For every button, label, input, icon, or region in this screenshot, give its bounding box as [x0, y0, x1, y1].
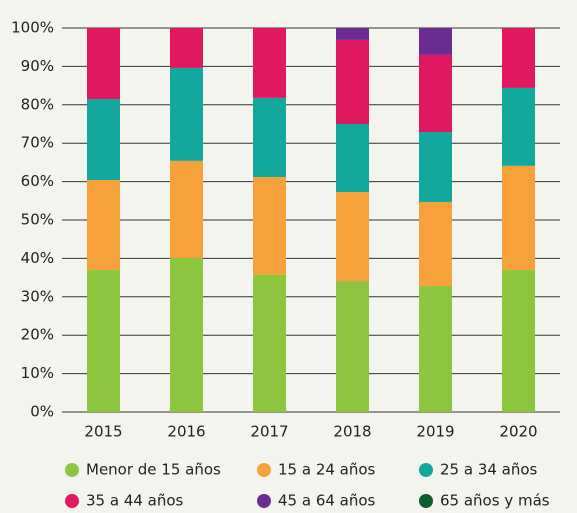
y-tick-label: 90%: [21, 57, 54, 75]
y-tick-label: 20%: [21, 326, 54, 344]
bar-segment: [419, 54, 452, 133]
bar-segment: [87, 269, 120, 412]
y-tick-label: 100%: [11, 19, 54, 37]
x-tick-label: 2018: [333, 423, 371, 441]
bar-segment: [170, 160, 203, 259]
bar-segment: [336, 124, 369, 192]
bar-segment: [419, 201, 452, 287]
legend-label: 65 años y más: [440, 492, 550, 510]
legend-label: 15 a 24 años: [278, 461, 376, 479]
y-tick-label: 80%: [21, 95, 54, 113]
bar-segment: [336, 281, 369, 412]
bar-segment: [336, 191, 369, 282]
bar-segment: [253, 97, 286, 177]
bar-segment: [502, 165, 535, 270]
y-tick-label: 30%: [21, 287, 54, 305]
bar-segment: [253, 176, 286, 275]
legend-marker: [419, 494, 433, 508]
bar-segment: [419, 286, 452, 412]
bar-segment: [336, 28, 369, 40]
x-tick-label: 2020: [499, 423, 537, 441]
bar-segment: [502, 87, 535, 166]
bar-segment: [419, 132, 452, 202]
legend-label: Menor de 15 años: [86, 461, 221, 479]
y-tick-label: 40%: [21, 249, 54, 267]
legend-marker: [65, 463, 79, 477]
x-tick-label: 2016: [167, 423, 205, 441]
bar-segment: [87, 28, 120, 100]
legend-marker: [257, 463, 271, 477]
bar-segment: [170, 258, 203, 412]
bar-segment: [253, 28, 286, 98]
legend-label: 25 a 34 años: [440, 461, 538, 479]
legend-label: 35 a 44 años: [86, 492, 184, 510]
y-tick-label: 0%: [30, 403, 54, 421]
bar-segment: [87, 99, 120, 181]
legend-marker: [257, 494, 271, 508]
bar-segment: [502, 269, 535, 412]
legend-marker: [65, 494, 79, 508]
bar-segment: [253, 274, 286, 412]
x-tick-label: 2017: [250, 423, 288, 441]
bar-segment: [419, 28, 452, 55]
x-tick-label: 2019: [416, 423, 454, 441]
bar-segment: [336, 39, 369, 124]
y-tick-label: 50%: [21, 211, 54, 229]
y-tick-label: 10%: [21, 364, 54, 382]
y-tick-label: 60%: [21, 172, 54, 190]
bar-segment: [170, 67, 203, 161]
bar-segment: [87, 180, 120, 270]
bar-segment: [170, 28, 203, 68]
legend-marker: [419, 463, 433, 477]
bar-segment: [502, 28, 535, 88]
legend-label: 45 a 64 años: [278, 492, 376, 510]
x-tick-label: 2015: [84, 423, 122, 441]
y-tick-label: 70%: [21, 134, 54, 152]
